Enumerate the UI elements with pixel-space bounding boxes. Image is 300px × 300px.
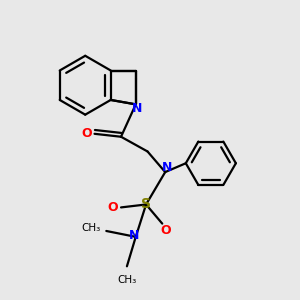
Text: N: N xyxy=(132,102,142,115)
Text: O: O xyxy=(160,224,170,237)
Text: N: N xyxy=(129,229,140,242)
Text: CH₃: CH₃ xyxy=(82,223,101,233)
Text: CH₃: CH₃ xyxy=(117,275,136,285)
Text: O: O xyxy=(107,201,118,214)
Text: O: O xyxy=(81,127,92,140)
Text: S: S xyxy=(141,197,151,212)
Text: N: N xyxy=(161,161,172,174)
